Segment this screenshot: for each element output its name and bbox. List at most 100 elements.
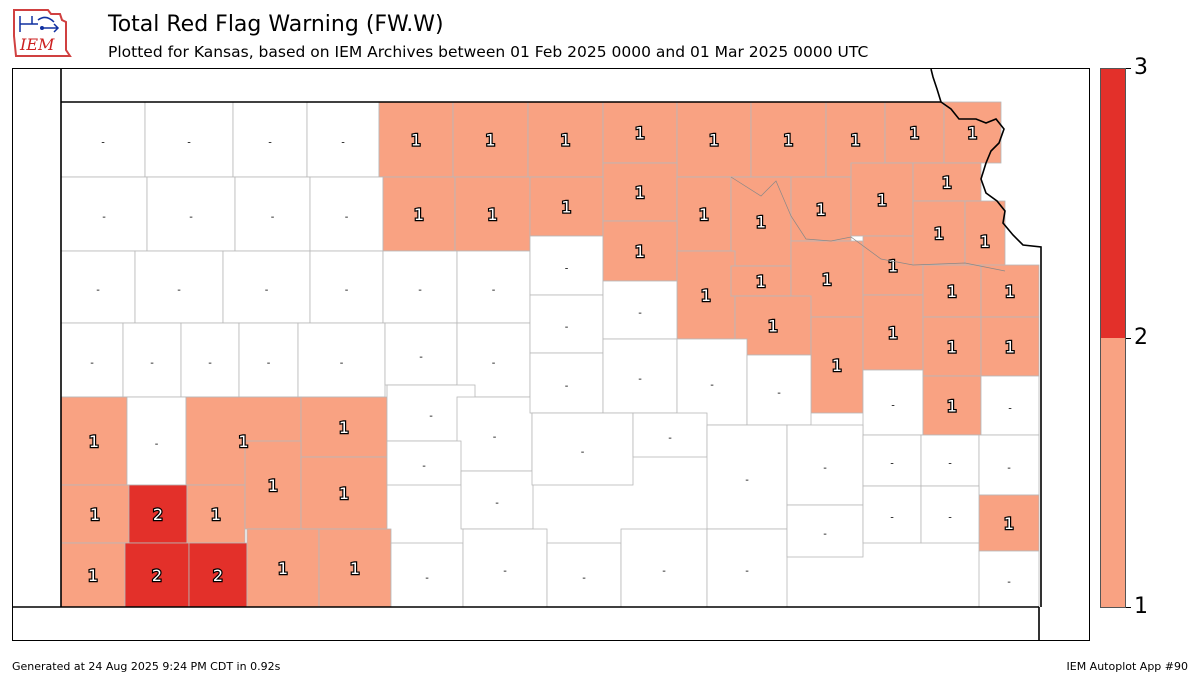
county-empty-label: - xyxy=(745,566,749,577)
county-cell xyxy=(602,101,678,164)
county-value-label: 1 xyxy=(635,183,645,202)
footer-app-id: IEM Autoplot App #90 xyxy=(1066,660,1189,673)
county-cell xyxy=(884,101,945,164)
county-value-label: 1 xyxy=(238,432,248,451)
county-cell xyxy=(452,101,529,178)
county-value-label: 1 xyxy=(485,131,495,150)
county-cell xyxy=(922,264,982,318)
county-empty-label: - xyxy=(187,138,191,149)
county-value-label: 1 xyxy=(783,131,793,150)
county-empty-label: - xyxy=(341,138,345,149)
county-empty-label: - xyxy=(890,513,894,524)
county-cell xyxy=(529,294,604,354)
county-empty-label: - xyxy=(429,411,433,422)
county-empty-label: - xyxy=(582,573,586,584)
colorbar xyxy=(1100,68,1126,608)
county-value-label: 1 xyxy=(934,224,944,243)
county-empty-label: - xyxy=(745,475,749,486)
county-cell xyxy=(186,484,246,544)
logo-text: IEM xyxy=(19,35,55,54)
county-empty-label: - xyxy=(418,285,422,296)
colorbar-label-3: 3 xyxy=(1134,55,1148,80)
county-value-label: 1 xyxy=(832,356,842,375)
county-cell xyxy=(602,338,678,414)
county-empty-label: - xyxy=(345,285,349,296)
county-value-label: 1 xyxy=(278,559,288,578)
county-empty-label: - xyxy=(1008,404,1012,415)
state-border-nebraska xyxy=(61,69,943,103)
county-empty-label: - xyxy=(777,388,781,399)
county-empty-label: - xyxy=(638,308,642,319)
county-empty-label: - xyxy=(492,358,496,369)
county-empty-label: - xyxy=(1007,577,1011,588)
county-empty-label: - xyxy=(267,358,271,369)
county-empty-label: - xyxy=(948,513,952,524)
county-cell xyxy=(238,322,299,398)
county-value-label: 1 xyxy=(89,432,99,451)
county-empty-label: - xyxy=(638,374,642,385)
colorbar-tick-1 xyxy=(1126,607,1131,608)
county-value-label: 1 xyxy=(211,505,221,524)
county-value-label: 1 xyxy=(1005,282,1015,301)
county-cell xyxy=(382,250,458,324)
county-empty-label: - xyxy=(492,285,496,296)
county-value-label: 1 xyxy=(90,505,100,524)
county-cell xyxy=(676,338,748,426)
county-value-label: 1 xyxy=(942,173,952,192)
county-value-label: 1 xyxy=(947,338,957,357)
county-empty-label: - xyxy=(565,264,569,275)
county-empty-label: - xyxy=(891,401,895,412)
county-value-label: 1 xyxy=(709,131,719,150)
county-cell xyxy=(706,424,788,530)
county-empty-label: - xyxy=(208,358,212,369)
county-cell xyxy=(60,322,124,398)
county-value-label: 1 xyxy=(980,232,990,251)
county-value-label: 1 xyxy=(888,257,898,276)
county-value-label: 1 xyxy=(635,124,645,143)
county-value-label: 1 xyxy=(967,124,977,143)
county-cell xyxy=(676,101,752,178)
county-cell xyxy=(456,250,531,324)
county-empty-label: - xyxy=(271,212,275,223)
county-empty-label: - xyxy=(102,212,106,223)
county-empty-label: - xyxy=(1007,463,1011,474)
county-cell xyxy=(386,440,462,486)
county-value-label: 1 xyxy=(850,131,860,150)
county-empty-label: - xyxy=(581,447,585,458)
county-value-label: 1 xyxy=(268,476,278,495)
county-value-label: 1 xyxy=(560,131,570,150)
county-cell xyxy=(734,295,812,356)
county-value-label: 1 xyxy=(414,205,424,224)
colorbar-tick-2 xyxy=(1126,338,1131,339)
county-value-label: 2 xyxy=(213,566,223,585)
county-value-label: 1 xyxy=(699,205,709,224)
county-cell xyxy=(60,542,126,608)
colorbar-segment xyxy=(1101,69,1125,338)
county-empty-label: - xyxy=(189,212,193,223)
county-value-label: 1 xyxy=(339,484,349,503)
county-empty-label: - xyxy=(155,439,159,450)
chart-subtitle: Plotted for Kansas, based on IEM Archive… xyxy=(108,43,869,61)
county-empty-label: - xyxy=(565,322,569,333)
county-value-label: 1 xyxy=(909,124,919,143)
county-cell xyxy=(862,369,924,436)
county-empty-label: - xyxy=(710,380,714,391)
county-empty-label: - xyxy=(823,529,827,540)
county-cell xyxy=(810,316,864,414)
county-cell xyxy=(222,250,311,324)
county-empty-label: - xyxy=(493,432,497,443)
county-cell xyxy=(920,485,980,544)
county-cell xyxy=(676,176,732,252)
county-value-label: 1 xyxy=(350,559,360,578)
county-cell xyxy=(746,354,812,426)
county-empty-label: - xyxy=(96,285,100,296)
county-cell xyxy=(384,322,458,386)
county-empty-label: - xyxy=(265,285,269,296)
county-cell xyxy=(529,352,604,414)
county-cell xyxy=(529,235,604,296)
county-empty-label: - xyxy=(177,285,181,296)
county-value-label: 1 xyxy=(756,272,766,291)
county-empty-label: - xyxy=(890,459,894,470)
county-cell xyxy=(60,396,128,486)
state-border-missouri-river xyxy=(940,101,1042,607)
